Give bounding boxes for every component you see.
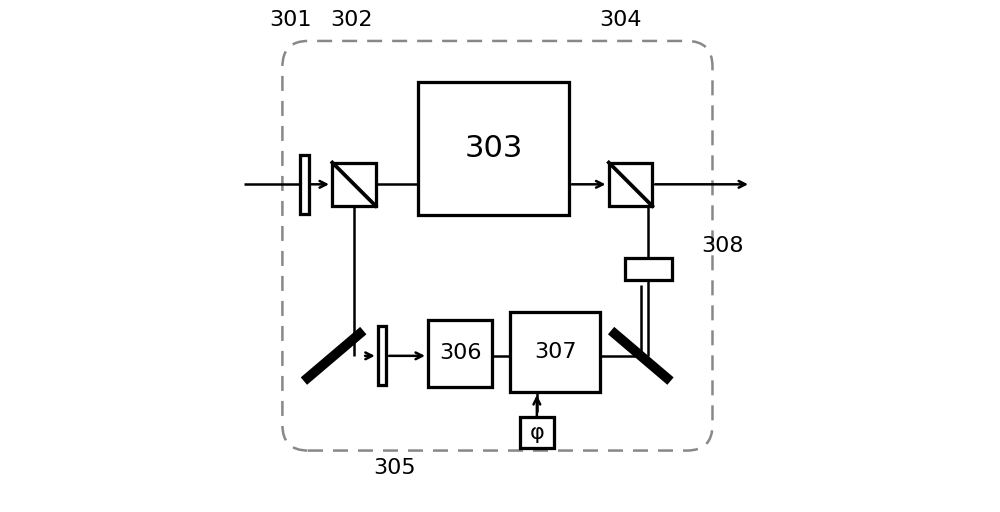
Text: 307: 307 [534, 342, 576, 362]
Bar [378, 327, 386, 385]
Text: 303: 303 [464, 134, 523, 163]
Text: 302: 302 [330, 10, 373, 31]
Text: 305: 305 [374, 458, 416, 479]
Bar [520, 417, 554, 448]
Text: 301: 301 [269, 10, 311, 31]
Text: φ: φ [529, 422, 544, 443]
Bar [510, 312, 600, 392]
Bar [300, 155, 309, 214]
Bar [609, 163, 652, 206]
Text: 304: 304 [599, 10, 642, 31]
Bar [418, 82, 569, 215]
Text: 308: 308 [701, 236, 744, 256]
Bar [428, 320, 492, 387]
Bar [332, 163, 376, 206]
Bar [625, 258, 672, 280]
Text: 306: 306 [439, 343, 482, 364]
